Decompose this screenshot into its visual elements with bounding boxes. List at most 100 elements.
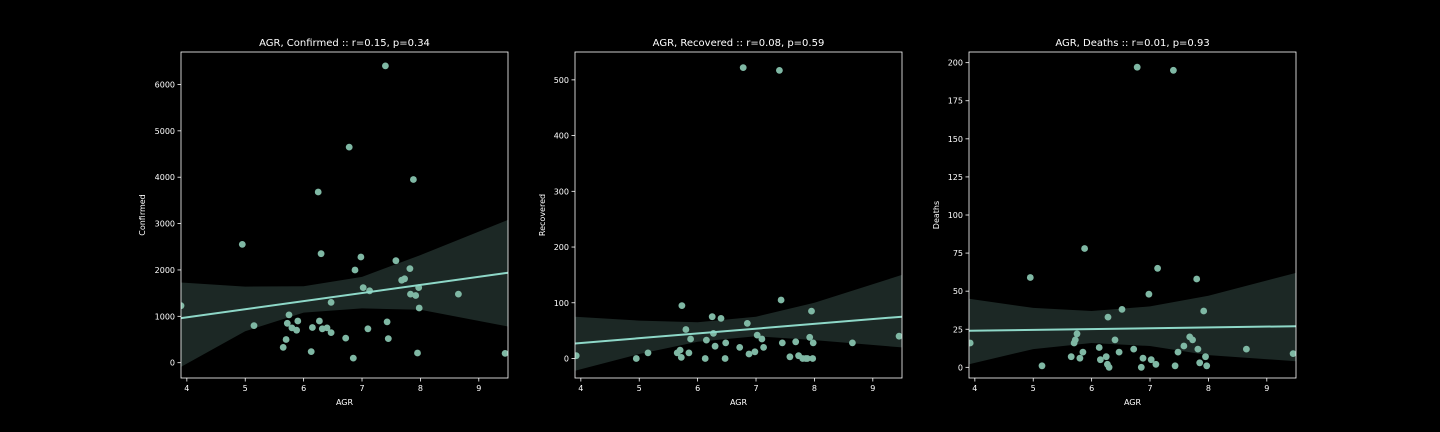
plot-area xyxy=(969,63,1296,371)
data-point xyxy=(307,348,315,355)
data-point xyxy=(279,344,287,351)
data-point xyxy=(745,350,753,358)
data-point xyxy=(1079,348,1087,356)
data-point xyxy=(1171,362,1179,370)
data-point xyxy=(345,143,353,151)
data-point xyxy=(804,355,811,362)
chart-title: AGR, Deaths :: r=0.01, p=0.93 xyxy=(1055,38,1209,49)
data-point xyxy=(1111,336,1119,344)
data-point xyxy=(1097,356,1104,364)
data-point xyxy=(678,302,686,309)
data-point xyxy=(1115,348,1123,356)
x-tick-label: 7 xyxy=(1147,384,1152,393)
data-point xyxy=(760,344,767,351)
data-point xyxy=(342,334,350,342)
chart-panel-2: 4 5 6 7 8 9 0 100 200 300 400 500 AGR, Recovered :: … xyxy=(538,38,903,407)
data-point xyxy=(382,62,389,70)
regression-line xyxy=(181,271,508,320)
y-tick-label: 2000 xyxy=(155,266,175,275)
data-point xyxy=(1076,354,1084,362)
data-point xyxy=(1145,290,1153,298)
data-point xyxy=(969,339,974,347)
data-point xyxy=(1118,306,1126,313)
x-tick-label: 9 xyxy=(476,384,481,393)
plot-area xyxy=(181,62,508,367)
data-point xyxy=(383,318,391,326)
data-point xyxy=(1130,345,1138,353)
data-point xyxy=(1081,245,1088,252)
data-point xyxy=(809,355,817,362)
data-point xyxy=(1071,336,1079,344)
data-point xyxy=(758,335,766,343)
chart-panel-1: 4 5 6 7 8 9 0 1000 2000 3000 4000 5000 6000 AGR, Conf… xyxy=(138,38,509,407)
data-point xyxy=(317,250,325,258)
data-point xyxy=(1200,307,1208,315)
y-tick-label: 3000 xyxy=(155,220,175,229)
data-point xyxy=(412,292,420,299)
y-tick-label: 200 xyxy=(948,59,963,68)
data-point xyxy=(632,355,640,362)
chart-title: AGR, Confirmed :: r=0.15, p=0.34 xyxy=(259,38,430,49)
data-point xyxy=(316,317,323,325)
x-tick-label: 9 xyxy=(1264,384,1269,393)
x-tick-label: 4 xyxy=(578,384,583,393)
axes-frame xyxy=(180,51,509,379)
data-point xyxy=(1133,63,1141,71)
data-point xyxy=(708,313,716,321)
data-point xyxy=(1139,354,1147,362)
data-point xyxy=(415,304,423,312)
plot-area xyxy=(575,64,902,371)
data-point xyxy=(327,329,335,336)
data-point xyxy=(721,355,729,362)
x-tick-label: 7 xyxy=(359,384,364,393)
data-point xyxy=(806,333,814,341)
data-point xyxy=(1147,356,1155,364)
axes-frame xyxy=(574,51,903,379)
y-tick-label: 50 xyxy=(953,287,963,296)
x-tick-label: 5 xyxy=(637,384,642,393)
data-point xyxy=(777,296,785,304)
data-point xyxy=(711,342,719,350)
y-tick-label: 100 xyxy=(948,211,963,220)
data-point xyxy=(282,336,290,343)
data-point xyxy=(1105,363,1113,371)
y-tick-label: 300 xyxy=(554,187,569,196)
data-point xyxy=(407,290,414,298)
x-axis-label: AGR xyxy=(730,398,748,407)
data-point xyxy=(501,350,508,357)
data-point xyxy=(1038,362,1046,370)
confidence-band xyxy=(181,219,508,367)
y-tick-label: 125 xyxy=(948,173,963,182)
y-tick-label: 0 xyxy=(564,354,569,363)
data-point xyxy=(1194,345,1202,353)
data-point xyxy=(406,265,414,272)
data-point xyxy=(1170,66,1177,74)
data-point xyxy=(359,284,367,291)
data-point xyxy=(401,275,408,283)
data-point xyxy=(1180,342,1188,350)
chart-panel-3: 4 5 6 7 8 9 0 25 50 75 100 125 150 175 200 AGR, Deaths … xyxy=(932,38,1297,407)
y-tick-label: 1000 xyxy=(155,312,175,321)
data-point xyxy=(384,335,392,342)
data-point xyxy=(357,253,365,261)
y-tick-label: 0 xyxy=(958,363,963,372)
data-point xyxy=(294,317,302,325)
data-point xyxy=(1189,336,1196,344)
y-tick-label: 150 xyxy=(948,135,963,144)
data-point xyxy=(682,326,690,333)
data-point xyxy=(351,266,359,274)
data-point xyxy=(849,339,856,347)
data-point xyxy=(1137,363,1145,371)
data-point xyxy=(701,355,709,362)
y-tick-label: 200 xyxy=(554,243,569,252)
data-point xyxy=(895,332,902,340)
chart-title: AGR, Recovered :: r=0.08, p=0.59 xyxy=(653,38,825,49)
data-point xyxy=(687,335,694,343)
data-point xyxy=(250,322,258,329)
x-tick-label: 8 xyxy=(1206,384,1211,393)
data-point xyxy=(314,188,322,196)
y-tick-label: 0 xyxy=(170,359,175,368)
data-point xyxy=(349,354,357,362)
data-point xyxy=(717,315,725,322)
y-axis-label: Deaths xyxy=(932,201,941,229)
